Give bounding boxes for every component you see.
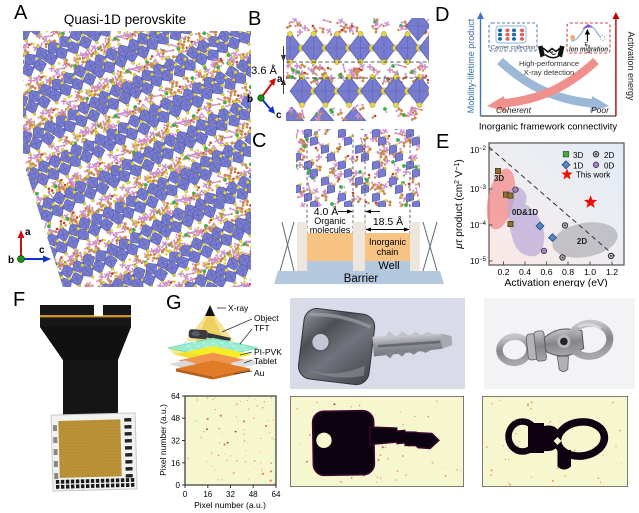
svg-text:a: a bbox=[277, 74, 283, 85]
svg-text:0D&1D: 0D&1D bbox=[512, 208, 538, 217]
svg-text:32: 32 bbox=[226, 490, 235, 499]
svg-text:0: 0 bbox=[183, 490, 188, 499]
svg-text:Poor: Poor bbox=[591, 105, 610, 115]
svg-text:32: 32 bbox=[171, 437, 180, 446]
svg-text:16: 16 bbox=[171, 459, 180, 468]
svg-text:Activation energy (eV): Activation energy (eV) bbox=[504, 277, 607, 287]
svg-text:Barrier: Barrier bbox=[344, 273, 379, 285]
svg-text:X-ray detection: X-ray detection bbox=[524, 68, 574, 77]
svg-text:Pixel number (a.u.): Pixel number (a.u.) bbox=[194, 500, 266, 510]
svg-text:10−2: 10−2 bbox=[470, 146, 487, 155]
svg-text:10−5: 10−5 bbox=[470, 257, 487, 266]
svg-text:0D: 0D bbox=[604, 162, 614, 171]
svg-text:3D: 3D bbox=[573, 151, 583, 160]
svg-text:0.8: 0.8 bbox=[562, 267, 574, 277]
svg-text:b: b bbox=[247, 94, 253, 105]
svg-text:c: c bbox=[276, 110, 282, 121]
svg-text:1D: 1D bbox=[573, 162, 583, 171]
svg-text:0: 0 bbox=[176, 481, 181, 490]
svg-text:2D: 2D bbox=[577, 237, 587, 246]
svg-text:16: 16 bbox=[203, 490, 212, 499]
svg-text:10−4: 10−4 bbox=[470, 221, 487, 230]
svg-text:E: E bbox=[585, 42, 589, 48]
svg-text:μτ product (cm2 V−1): μτ product (cm2 V−1) bbox=[454, 159, 466, 249]
svg-text:Carrier collection: Carrier collection bbox=[491, 45, 536, 52]
svg-text:4.0 Å: 4.0 Å bbox=[314, 205, 339, 218]
svg-text:Inorganic: Inorganic bbox=[369, 237, 407, 247]
svg-text:18.5 Å: 18.5 Å bbox=[373, 215, 403, 228]
svg-text:X-ray: X-ray bbox=[228, 303, 249, 313]
svg-text:This work: This work bbox=[576, 171, 611, 180]
svg-text:1.2: 1.2 bbox=[606, 267, 618, 277]
svg-text:chain: chain bbox=[377, 247, 399, 257]
svg-text:Activation energy: Activation energy bbox=[626, 31, 635, 101]
svg-text:Au: Au bbox=[254, 368, 265, 378]
svg-text:1.0: 1.0 bbox=[584, 267, 596, 277]
svg-text:Pixel number (a.u.): Pixel number (a.u.) bbox=[158, 404, 168, 476]
svg-text:molecules: molecules bbox=[310, 225, 351, 235]
svg-text:48: 48 bbox=[249, 490, 258, 499]
svg-text:48: 48 bbox=[171, 414, 180, 423]
svg-text:High-performance: High-performance bbox=[519, 59, 579, 68]
svg-text:3D: 3D bbox=[494, 174, 504, 183]
svg-text:Inorganic framework connectivi: Inorganic framework connectivity bbox=[479, 122, 618, 133]
svg-text:a: a bbox=[25, 227, 31, 238]
svg-text:c: c bbox=[39, 245, 45, 256]
svg-text:0.2: 0.2 bbox=[497, 267, 509, 277]
svg-text:Tablet: Tablet bbox=[254, 356, 277, 366]
svg-text:3.6 Å: 3.6 Å bbox=[251, 64, 277, 77]
svg-text:b: b bbox=[8, 255, 14, 266]
svg-text:10−3: 10−3 bbox=[470, 185, 487, 194]
svg-text:Coherent: Coherent bbox=[496, 105, 532, 115]
svg-text:0.4: 0.4 bbox=[519, 267, 531, 277]
svg-text:a: a bbox=[588, 44, 591, 49]
svg-text:2D: 2D bbox=[604, 151, 614, 160]
svg-text:64: 64 bbox=[272, 490, 281, 499]
svg-text:Ion migration: Ion migration bbox=[569, 47, 608, 54]
svg-text:Organic: Organic bbox=[314, 216, 346, 226]
svg-text:Object: Object bbox=[254, 313, 279, 323]
svg-text:64: 64 bbox=[171, 392, 180, 401]
svg-text:0.6: 0.6 bbox=[541, 267, 553, 277]
svg-text:PI-PVK: PI-PVK bbox=[254, 347, 282, 357]
svg-text:TFT: TFT bbox=[254, 323, 270, 333]
svg-text:Well: Well bbox=[378, 260, 399, 272]
svg-text:Mobility-lifetime product: Mobility-lifetime product bbox=[466, 18, 476, 113]
